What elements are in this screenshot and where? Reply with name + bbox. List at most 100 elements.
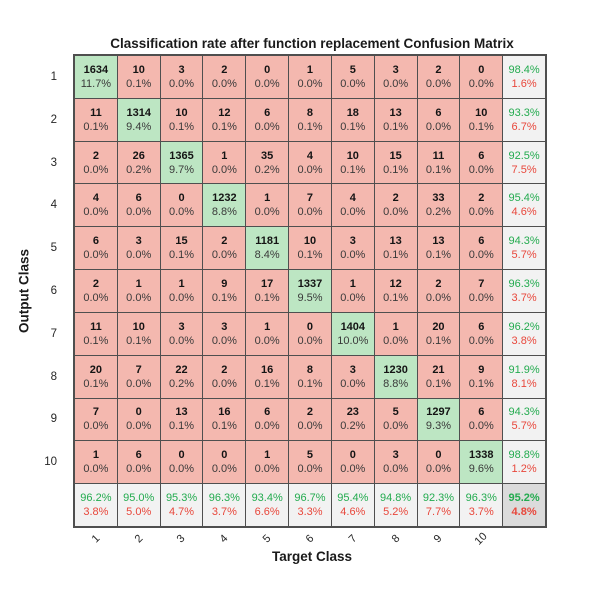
matrix-cell: 10 0.1% — [460, 98, 503, 141]
matrix-cell: 8 0.1% — [289, 98, 331, 141]
matrix-cell: 0 0.0% — [160, 184, 203, 227]
matrix-cell: 1297 9.3% — [417, 398, 460, 441]
matrix-cell: 6 0.0% — [417, 98, 460, 141]
matrix-cell: 11 0.1% — [75, 98, 117, 141]
matrix-cell: 0 0.0% — [289, 312, 331, 355]
matrix-cell: 16 0.1% — [246, 355, 289, 398]
matrix-cell: 5 0.0% — [331, 56, 374, 98]
matrix-cell: 2 0.0% — [203, 56, 246, 98]
matrix-cell: 26 0.2% — [117, 141, 160, 184]
matrix-cell: 35 0.2% — [246, 141, 289, 184]
row-summary-cell: 91.9% 8.1% — [503, 355, 545, 398]
matrix-cell: 1 0.0% — [246, 184, 289, 227]
matrix-cell: 7 0.0% — [460, 270, 503, 312]
matrix-cell: 11 0.1% — [417, 141, 460, 184]
col-summary-cell: 95.0% 5.0% — [117, 484, 160, 526]
matrix-cell: 15 0.1% — [374, 141, 417, 184]
col-summary-cell: 93.4% 6.6% — [246, 484, 289, 526]
col-summary-cell: 96.3% 3.7% — [460, 484, 503, 526]
matrix-cell: 4 0.0% — [331, 184, 374, 227]
matrix-cell: 6 0.0% — [460, 227, 503, 270]
matrix-cell: 12 0.1% — [203, 98, 246, 141]
matrix-cell: 1 0.0% — [246, 312, 289, 355]
matrix-cell: 10 0.1% — [289, 227, 331, 270]
matrix-cell: 0 0.0% — [203, 441, 246, 484]
matrix-cell: 3 0.0% — [331, 355, 374, 398]
matrix-cell: 3 0.0% — [160, 56, 203, 98]
matrix-cell: 6 0.0% — [117, 184, 160, 227]
matrix-cell: 10 0.1% — [117, 312, 160, 355]
matrix-cell: 13 0.1% — [417, 227, 460, 270]
matrix-cell: 3 0.0% — [331, 227, 374, 270]
row-summary-cell: 96.3% 3.7% — [503, 270, 545, 312]
matrix-cell: 6 0.0% — [246, 398, 289, 441]
y-tick: 10 — [44, 456, 57, 469]
matrix-cell: 5 0.0% — [289, 441, 331, 484]
matrix-cell: 0 0.0% — [160, 441, 203, 484]
col-summary-cell: 92.3% 7.7% — [417, 484, 460, 526]
matrix-cell: 10 0.1% — [331, 141, 374, 184]
y-tick: 1 — [50, 70, 57, 83]
matrix-cell: 11 0.1% — [75, 312, 117, 355]
matrix-cell: 13 0.1% — [160, 398, 203, 441]
matrix-cell: 20 0.1% — [417, 312, 460, 355]
y-tick: 3 — [50, 156, 57, 169]
matrix-cell: 1338 9.6% — [460, 441, 503, 484]
matrix-cell: 2 0.0% — [75, 270, 117, 312]
matrix-cell: 3 0.0% — [203, 312, 246, 355]
matrix-cell: 17 0.1% — [246, 270, 289, 312]
row-summary-cell: 94.3% 5.7% — [503, 398, 545, 441]
matrix-cell: 1634 11.7% — [75, 56, 117, 98]
matrix-cell: 15 0.1% — [160, 227, 203, 270]
x-axis-label: Target Class — [271, 549, 353, 564]
matrix-cell: 10 0.1% — [160, 98, 203, 141]
matrix-cell: 3 0.0% — [374, 56, 417, 98]
matrix-cell: 2 0.0% — [75, 141, 117, 184]
matrix-cell: 21 0.1% — [417, 355, 460, 398]
matrix-cell: 0 0.0% — [331, 441, 374, 484]
matrix-cell: 1 0.0% — [117, 270, 160, 312]
y-tick: 2 — [50, 113, 57, 126]
matrix-cell: 33 0.2% — [417, 184, 460, 227]
matrix-cell: 4 0.0% — [289, 141, 331, 184]
matrix-cell: 4 0.0% — [75, 184, 117, 227]
col-summary-cell: 94.8% 5.2% — [374, 484, 417, 526]
matrix-cell: 7 0.0% — [117, 355, 160, 398]
matrix-cell: 1232 8.8% — [203, 184, 246, 227]
matrix-cell: 6 0.0% — [246, 98, 289, 141]
x-tick: 8 — [389, 532, 403, 546]
matrix-cell: 6 0.0% — [460, 312, 503, 355]
matrix-cell: 20 0.1% — [75, 355, 117, 398]
matrix-cell: 6 0.0% — [75, 227, 117, 270]
matrix-cell: 6 0.0% — [460, 398, 503, 441]
matrix-cell: 7 0.0% — [75, 398, 117, 441]
confusion-matrix-grid: 1634 11.7% 10 0.1% 3 0.0% 2 0.0% 0 0.0% 1 0.0% 5 0.0%… — [73, 54, 547, 528]
matrix-cell: 1 0.0% — [246, 441, 289, 484]
matrix-cell: 9 0.1% — [460, 355, 503, 398]
matrix-cell: 0 0.0% — [246, 56, 289, 98]
row-summary-cell: 94.3% 5.7% — [503, 227, 545, 270]
matrix-cell: 16 0.1% — [203, 398, 246, 441]
col-summary-cell: 96.7% 3.3% — [289, 484, 331, 526]
row-summary-cell: 95.4% 4.6% — [503, 184, 545, 227]
row-summary-cell: 98.8% 1.2% — [503, 441, 545, 484]
x-tick: 2 — [132, 532, 146, 546]
col-summary-cell: 95.3% 4.7% — [160, 484, 203, 526]
y-tick: 7 — [50, 327, 57, 340]
matrix-cell: 9 0.1% — [203, 270, 246, 312]
x-tick: 9 — [432, 532, 445, 546]
row-summary-cell: 93.3% 6.7% — [503, 98, 545, 141]
matrix-cell: 18 0.1% — [331, 98, 374, 141]
matrix-cell: 3 0.0% — [160, 312, 203, 355]
matrix-cell: 2 0.0% — [374, 184, 417, 227]
matrix-cell: 2 0.0% — [203, 227, 246, 270]
matrix-cell: 1181 8.4% — [246, 227, 289, 270]
y-tick — [0, 484, 64, 526]
row-summary-cell: 92.5% 7.5% — [503, 141, 545, 184]
row-summary-cell: 98.4% 1.6% — [503, 56, 545, 98]
matrix-cell: 2 0.0% — [460, 184, 503, 227]
matrix-cell: 1 0.0% — [160, 270, 203, 312]
matrix-cell: 12 0.1% — [374, 270, 417, 312]
matrix-cell: 2 0.0% — [289, 398, 331, 441]
